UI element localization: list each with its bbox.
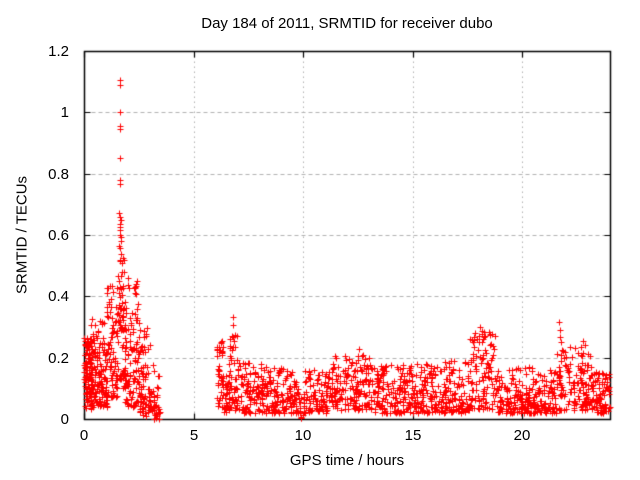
y-tick-label: 1 (60, 104, 69, 121)
y-tick-label: 0.4 (48, 288, 69, 305)
y-tick-label: 1.2 (48, 43, 69, 60)
x-tick-label: 15 (404, 427, 422, 444)
chart-title: Day 184 of 2011, SRMTID for receiver dub… (201, 15, 493, 32)
y-tick-label: 0.2 (48, 350, 69, 367)
x-tick-label: 20 (513, 427, 531, 444)
y-tick-label: 0.6 (48, 227, 69, 244)
x-tick-label: 5 (189, 427, 199, 444)
y-tick-label: 0 (60, 411, 69, 428)
x-axis-label: GPS time / hours (289, 452, 405, 469)
x-tick-label: 0 (79, 427, 89, 444)
x-tick-label: 10 (294, 427, 312, 444)
y-tick-label: 0.8 (48, 166, 69, 183)
